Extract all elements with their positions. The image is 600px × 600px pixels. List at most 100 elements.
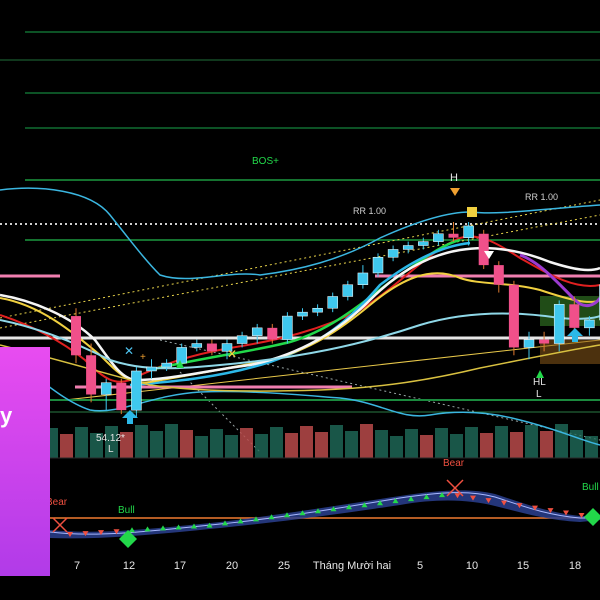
arrow-up-blue-icon-2 [567,328,583,342]
osc-marker-10 [222,520,228,526]
candle-12 [251,323,263,344]
osc-marker-5 [144,526,151,532]
yellow-square-marker [467,207,477,217]
candle-26 [463,222,474,246]
volume-bar-4 [60,434,73,458]
rr-label-2: RR 1.00 [525,192,558,202]
volume-bar-16 [240,428,253,458]
candle-24 [433,229,444,246]
candle-4 [131,367,142,418]
x-marker-icon-3: + [140,352,146,363]
volume-bar-33 [495,426,508,458]
oscillator-dots [67,492,585,537]
arrow-up-blue-icon [122,410,138,424]
volume-bar-21 [315,432,328,458]
candle-30 [523,331,535,360]
candle-18 [342,280,354,301]
triangle-up-green-icon [176,360,184,368]
rr-label-1: RR 1.00 [353,206,386,216]
x-axis-ticks: 7 12 17 20 25 Tháng Mười hai 5 10 15 18 [74,560,581,572]
orange-zone-right [540,340,600,364]
candle-19 [357,265,369,289]
ema-purple [519,253,600,308]
volume-bar-13 [195,436,208,458]
osc-marker-11 [237,518,244,524]
volume-bar-25 [375,430,388,458]
osc-marker-29 [516,503,523,509]
volume-bar-18 [270,427,283,458]
osc-marker-8 [191,523,197,529]
candle-28 [493,261,504,293]
x-tick-1: 12 [123,560,135,572]
osc-marker-17 [330,506,337,512]
osc-marker-13 [268,514,275,520]
osc-marker-28 [501,500,507,506]
volume-bar-17 [255,434,268,458]
candle-21 [387,245,399,262]
volume-bar-31 [465,427,478,458]
candle-5 [146,359,157,379]
osc-marker-27 [485,498,492,504]
hl-label: HL [533,377,546,388]
triangle-down-orange-icon [450,188,460,196]
osc-marker-33 [578,513,585,519]
osc-marker-0 [67,532,73,537]
osc-marker-16 [315,508,321,514]
candle-22 [402,241,414,254]
volume-bar-24 [360,424,373,458]
promo-panel[interactable]: y [0,347,50,576]
volume-bar-5 [75,427,88,458]
osc-marker-19 [361,502,368,508]
volume-bar-9 [135,425,148,458]
volume-bar-19 [285,433,298,458]
x-tick-5: Tháng Mười hai [313,560,391,572]
volume-bar-29 [435,428,448,458]
x-tick-3: 20 [226,560,238,572]
candle-14 [282,312,293,344]
x-marker-icon-2: ✕ [227,347,237,361]
bull-label-right: Bull [582,482,599,493]
level-lines [0,31,600,241]
volume-bar-28 [420,435,433,458]
candle-0 [71,308,81,364]
candle-6 [161,359,172,371]
candle-7 [176,343,187,368]
osc-marker-32 [563,510,569,516]
chart-annotations: BOS+ H RR 1.00 RR 1.00 HL L L 54.12* [96,156,558,455]
candle-9 [206,339,217,356]
osc-marker-2 [98,530,104,536]
osc-marker-30 [532,505,538,511]
candle-17 [327,292,338,313]
x-cross-icon-left [52,517,68,533]
trend-lines [0,199,600,453]
candlesticks [71,222,600,418]
volume-bar-14 [210,429,223,458]
volume-bar-39 [585,436,598,458]
h-label: H [450,172,458,184]
markers: ✕ ✕ + [122,188,583,424]
volume-bar-26 [390,436,403,458]
diamond-green-icon-2 [584,508,600,526]
candle-33 [569,296,580,332]
x-tick-8: 15 [517,560,529,572]
osc-marker-20 [377,500,383,506]
x-tick-4: 25 [278,560,290,572]
osc-marker-4 [129,527,135,533]
osc-marker-25 [454,493,461,499]
volume-bar-35 [525,425,538,458]
candle-31 [539,331,550,352]
osc-marker-26 [470,495,476,501]
candle-20 [372,253,384,277]
osc-marker-3 [113,529,120,535]
candle-2 [100,378,112,411]
osc-marker-18 [346,504,352,510]
volume-bar-34 [510,432,523,458]
candle-13 [267,323,278,344]
x-tick-0: 7 [74,560,80,572]
oscillator-pane: Bear Bear Bull Bull [0,458,600,548]
volume-bar-23 [345,431,358,458]
bear-label-top: Bear [443,458,465,469]
bull-label-left: Bull [118,505,135,516]
candle-32 [553,300,565,352]
volume-bar-37 [555,424,568,458]
